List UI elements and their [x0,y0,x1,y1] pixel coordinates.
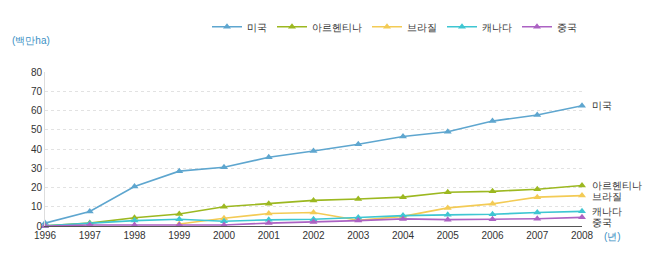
svg-text:브라질: 브라질 [407,22,437,33]
svg-text:1999: 1999 [168,230,191,241]
svg-text:70: 70 [31,86,43,97]
svg-text:중국: 중국 [557,22,577,33]
svg-text:2001: 2001 [258,230,281,241]
svg-text:브라질: 브라질 [592,191,622,202]
svg-text:미국: 미국 [592,100,612,111]
svg-text:0: 0 [36,221,42,232]
svg-text:아르헨티나: 아르헨티나 [312,22,362,33]
svg-text:2003: 2003 [347,230,370,241]
svg-text:중국: 중국 [592,217,612,228]
svg-text:1998: 1998 [123,230,146,241]
svg-text:(백만ha): (백만ha) [12,35,50,46]
svg-text:2007: 2007 [526,230,549,241]
svg-text:2004: 2004 [392,230,415,241]
svg-text:10: 10 [31,201,43,212]
svg-text:캐나다: 캐나다 [592,206,622,217]
svg-text:60: 60 [31,105,43,116]
svg-text:(년): (년) [604,231,621,242]
svg-text:2008: 2008 [571,230,594,241]
svg-text:30: 30 [31,163,43,174]
svg-text:2005: 2005 [437,230,460,241]
svg-text:2000: 2000 [213,230,236,241]
svg-text:40: 40 [31,144,43,155]
svg-text:아르헨티나: 아르헨티나 [592,180,642,191]
svg-text:2006: 2006 [481,230,504,241]
svg-text:50: 50 [31,124,43,135]
svg-text:1996: 1996 [34,230,57,241]
svg-text:캐나다: 캐나다 [482,22,512,33]
svg-text:2002: 2002 [302,230,325,241]
svg-text:미국: 미국 [247,22,267,33]
svg-text:1997: 1997 [79,230,102,241]
svg-text:80: 80 [31,67,43,78]
svg-text:20: 20 [31,182,43,193]
